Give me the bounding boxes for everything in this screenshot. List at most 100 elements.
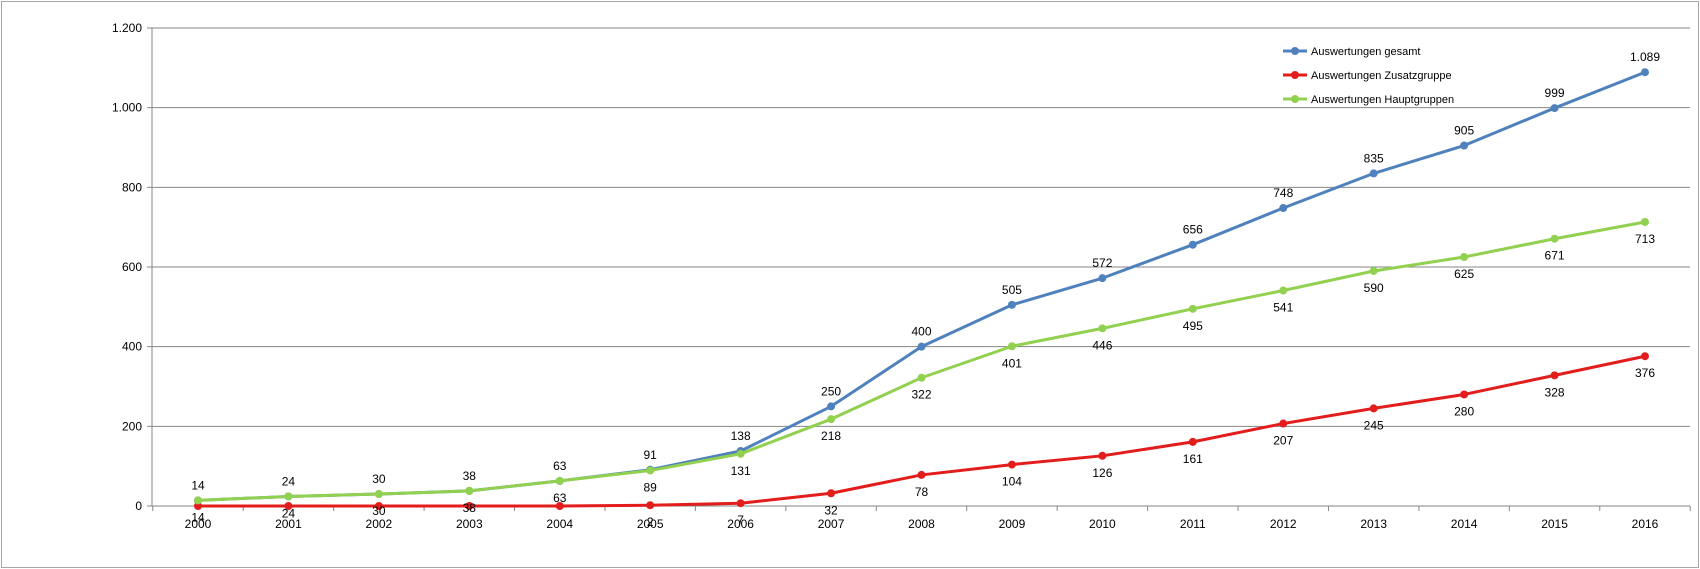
data-point [1641,217,1649,226]
data-point [284,492,293,501]
data-label: 245 [1364,418,1384,432]
data-point [646,501,655,510]
data-point [465,486,474,495]
data-label: 835 [1364,151,1384,165]
x-tick-label: 2011 [1180,517,1206,531]
data-point [555,502,564,510]
legend-label: Auswertungen Zusatzgruppe [1311,70,1452,82]
data-point [917,470,926,479]
x-tick-label: 2004 [546,517,573,531]
data-point [917,373,926,382]
data-label: 2 [647,515,654,529]
data-label: 78 [915,485,929,499]
data-label: 161 [1183,452,1203,466]
y-tick-label: 0 [135,499,142,513]
data-point [1369,404,1378,413]
data-point [1460,141,1469,150]
data-label: 24 [282,474,296,488]
data-label: 207 [1273,434,1293,448]
data-point [827,415,836,424]
data-point [1550,234,1559,243]
x-tick-label: 2009 [999,517,1026,531]
data-label: 89 [644,481,658,495]
y-tick-label: 200 [122,419,142,433]
data-label: 280 [1454,404,1474,418]
data-label: 328 [1545,385,1565,399]
data-point [465,502,474,510]
data-point [1098,451,1107,460]
legend-marker [1291,47,1299,55]
legend-marker [1291,95,1299,103]
data-label: 218 [821,429,841,443]
data-label: 748 [1273,186,1293,200]
x-tick-label: 2015 [1541,517,1568,531]
y-tick-label: 1.200 [112,21,142,35]
data-point [1098,274,1107,283]
y-tick-label: 400 [122,340,142,354]
x-tick-label: 2001 [275,517,302,531]
data-label: 24 [282,506,296,520]
data-label: 126 [1092,466,1112,480]
data-point [1460,390,1469,399]
x-tick-label: 2000 [185,517,212,531]
data-label: 104 [1002,475,1022,489]
data-label: 400 [911,325,931,339]
legend-marker [1291,71,1299,79]
series-line [197,70,1646,502]
y-tick-label: 600 [122,260,142,274]
data-point [827,402,836,411]
data-point [917,342,926,351]
data-label: 905 [1454,124,1474,138]
data-point [1188,240,1197,249]
data-point [1550,371,1559,380]
data-label: 376 [1635,366,1655,380]
data-label: 590 [1364,281,1384,295]
data-point [736,449,745,458]
data-label: 656 [1183,223,1203,237]
data-point [1279,286,1288,295]
x-tick-label: 2006 [727,517,754,531]
x-tick-label: 2014 [1451,517,1478,531]
data-label: 446 [1092,338,1112,352]
data-point [1460,253,1469,262]
legend-label: Auswertungen gesamt [1311,46,1420,58]
data-point [1007,300,1016,309]
x-tick-label: 2003 [456,517,483,531]
data-label: 401 [1002,356,1022,370]
data-point [1007,460,1016,469]
x-tick-label: 2016 [1632,517,1659,531]
data-point [827,489,836,498]
data-label: 30 [372,504,386,518]
legend: Auswertungen gesamt Auswertungen Zusatzgr… [1283,46,1454,106]
data-label: 32 [824,503,838,517]
y-axis-ticks: 0 200 400 600 800 1.000 1.200 [112,21,142,513]
data-point [194,502,202,510]
data-label: 671 [1545,249,1565,263]
data-point [1098,324,1107,333]
data-point [1369,266,1378,275]
x-tick-label: 2002 [366,517,393,531]
data-point [1279,204,1288,213]
data-label: 1.089 [1630,50,1660,64]
data-label: 38 [463,501,477,515]
data-point [1279,419,1288,428]
data-point [646,466,655,475]
data-label: 713 [1635,232,1655,246]
data-label: 138 [731,429,751,443]
data-point [736,499,745,508]
data-point [1369,169,1378,178]
x-axis: 2000 2001 2002 2003 2004 2005 2006 2007 2008 2009… [152,506,1691,531]
series-line [197,220,1646,502]
data-label: 250 [821,384,841,398]
data-label: 30 [372,472,386,486]
data-label: 14 [191,510,205,524]
y-tick-label: 800 [122,180,142,194]
data-point [1188,304,1197,313]
x-tick-label: 2010 [1089,517,1116,531]
data-point [374,490,383,499]
data-point [555,476,564,485]
data-label: 322 [911,388,931,402]
x-tick-label: 2008 [908,517,935,531]
